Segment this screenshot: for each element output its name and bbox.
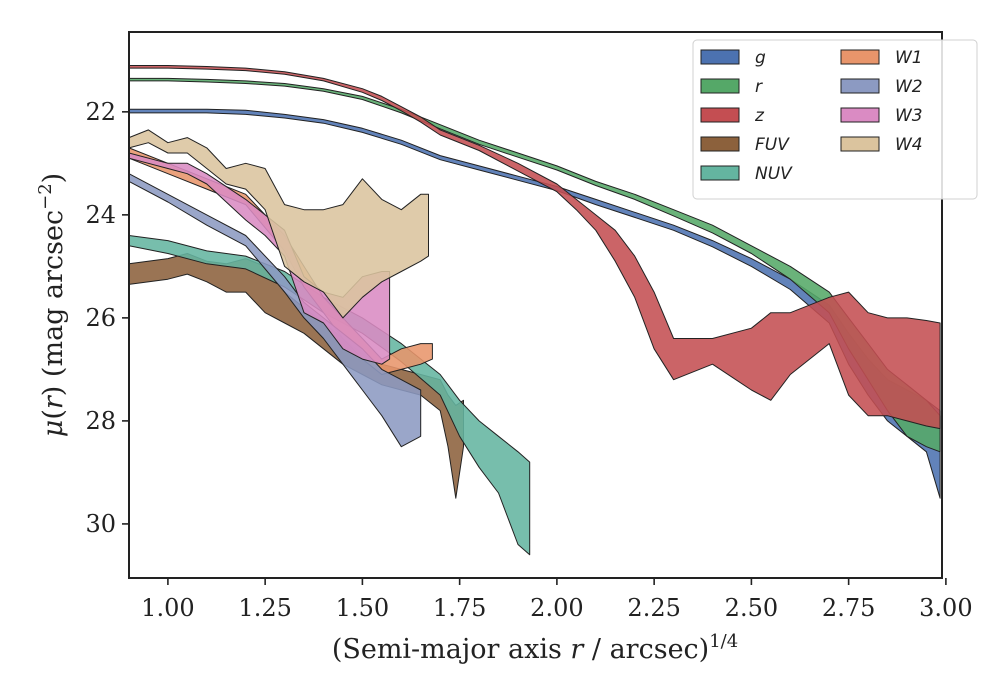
y-tick-label-2: 26	[85, 304, 116, 332]
legend-swatch-nuv	[700, 165, 740, 181]
x-axis-label: (Semi-major axis r / arcsec)1/4	[332, 631, 738, 665]
legend: grz FUV NUV W1 W2 W3 W4	[692, 39, 978, 200]
legend-swatch-w4	[840, 136, 880, 152]
band-w4	[128, 129, 429, 319]
legend-label-w3: W3	[895, 106, 923, 126]
x-tick-label-8: 3.00	[919, 594, 972, 622]
x-tick-label-0: 1.00	[141, 594, 194, 622]
legend-swatch-g	[700, 49, 740, 65]
y-axis-label: μ(r) (mag arcsec−2)	[35, 173, 69, 437]
x-tick-label-3: 1.75	[433, 594, 486, 622]
band-w2	[128, 173, 422, 448]
axis-ticks: 1.00 1.25 1.50 1.75 2.00 2.25 2.50 2.75 3.00 22 24…	[85, 98, 972, 622]
y-tick-label-0: 22	[85, 98, 116, 126]
legend-label-nuv: NUV	[755, 164, 793, 184]
band-z	[128, 65, 941, 430]
legend-swatch-r	[700, 78, 740, 94]
y-tick-label-4: 30	[85, 510, 116, 538]
legend-swatch-z	[700, 107, 740, 123]
y-tick-label-1: 24	[85, 201, 116, 229]
legend-label-w2: W2	[895, 77, 923, 97]
series-bands	[128, 65, 941, 556]
legend-swatch-w2	[840, 78, 880, 94]
legend-label-w4: W4	[895, 135, 923, 155]
x-tick-label-5: 2.25	[627, 594, 680, 622]
x-tick-label-7: 2.75	[822, 594, 875, 622]
legend-label-g: g	[755, 48, 766, 68]
band-g	[128, 108, 941, 499]
band-w3	[128, 152, 391, 365]
legend-label-r: r	[755, 77, 763, 97]
legend-label-fuv: FUV	[755, 135, 790, 155]
legend-swatch-fuv	[700, 136, 740, 152]
x-tick-label-1: 1.25	[238, 594, 291, 622]
y-tick-label-3: 28	[85, 407, 116, 435]
legend-swatch-w1	[840, 49, 880, 65]
legend-swatch-w3	[840, 107, 880, 123]
x-tick-label-4: 2.00	[530, 594, 583, 622]
legend-label-w1: W1	[895, 48, 923, 68]
x-tick-label-6: 2.50	[725, 594, 778, 622]
x-tick-label-2: 1.50	[336, 594, 389, 622]
legend-label-z: z	[754, 106, 765, 126]
legend-box	[692, 39, 978, 200]
plot-frame	[128, 31, 943, 579]
